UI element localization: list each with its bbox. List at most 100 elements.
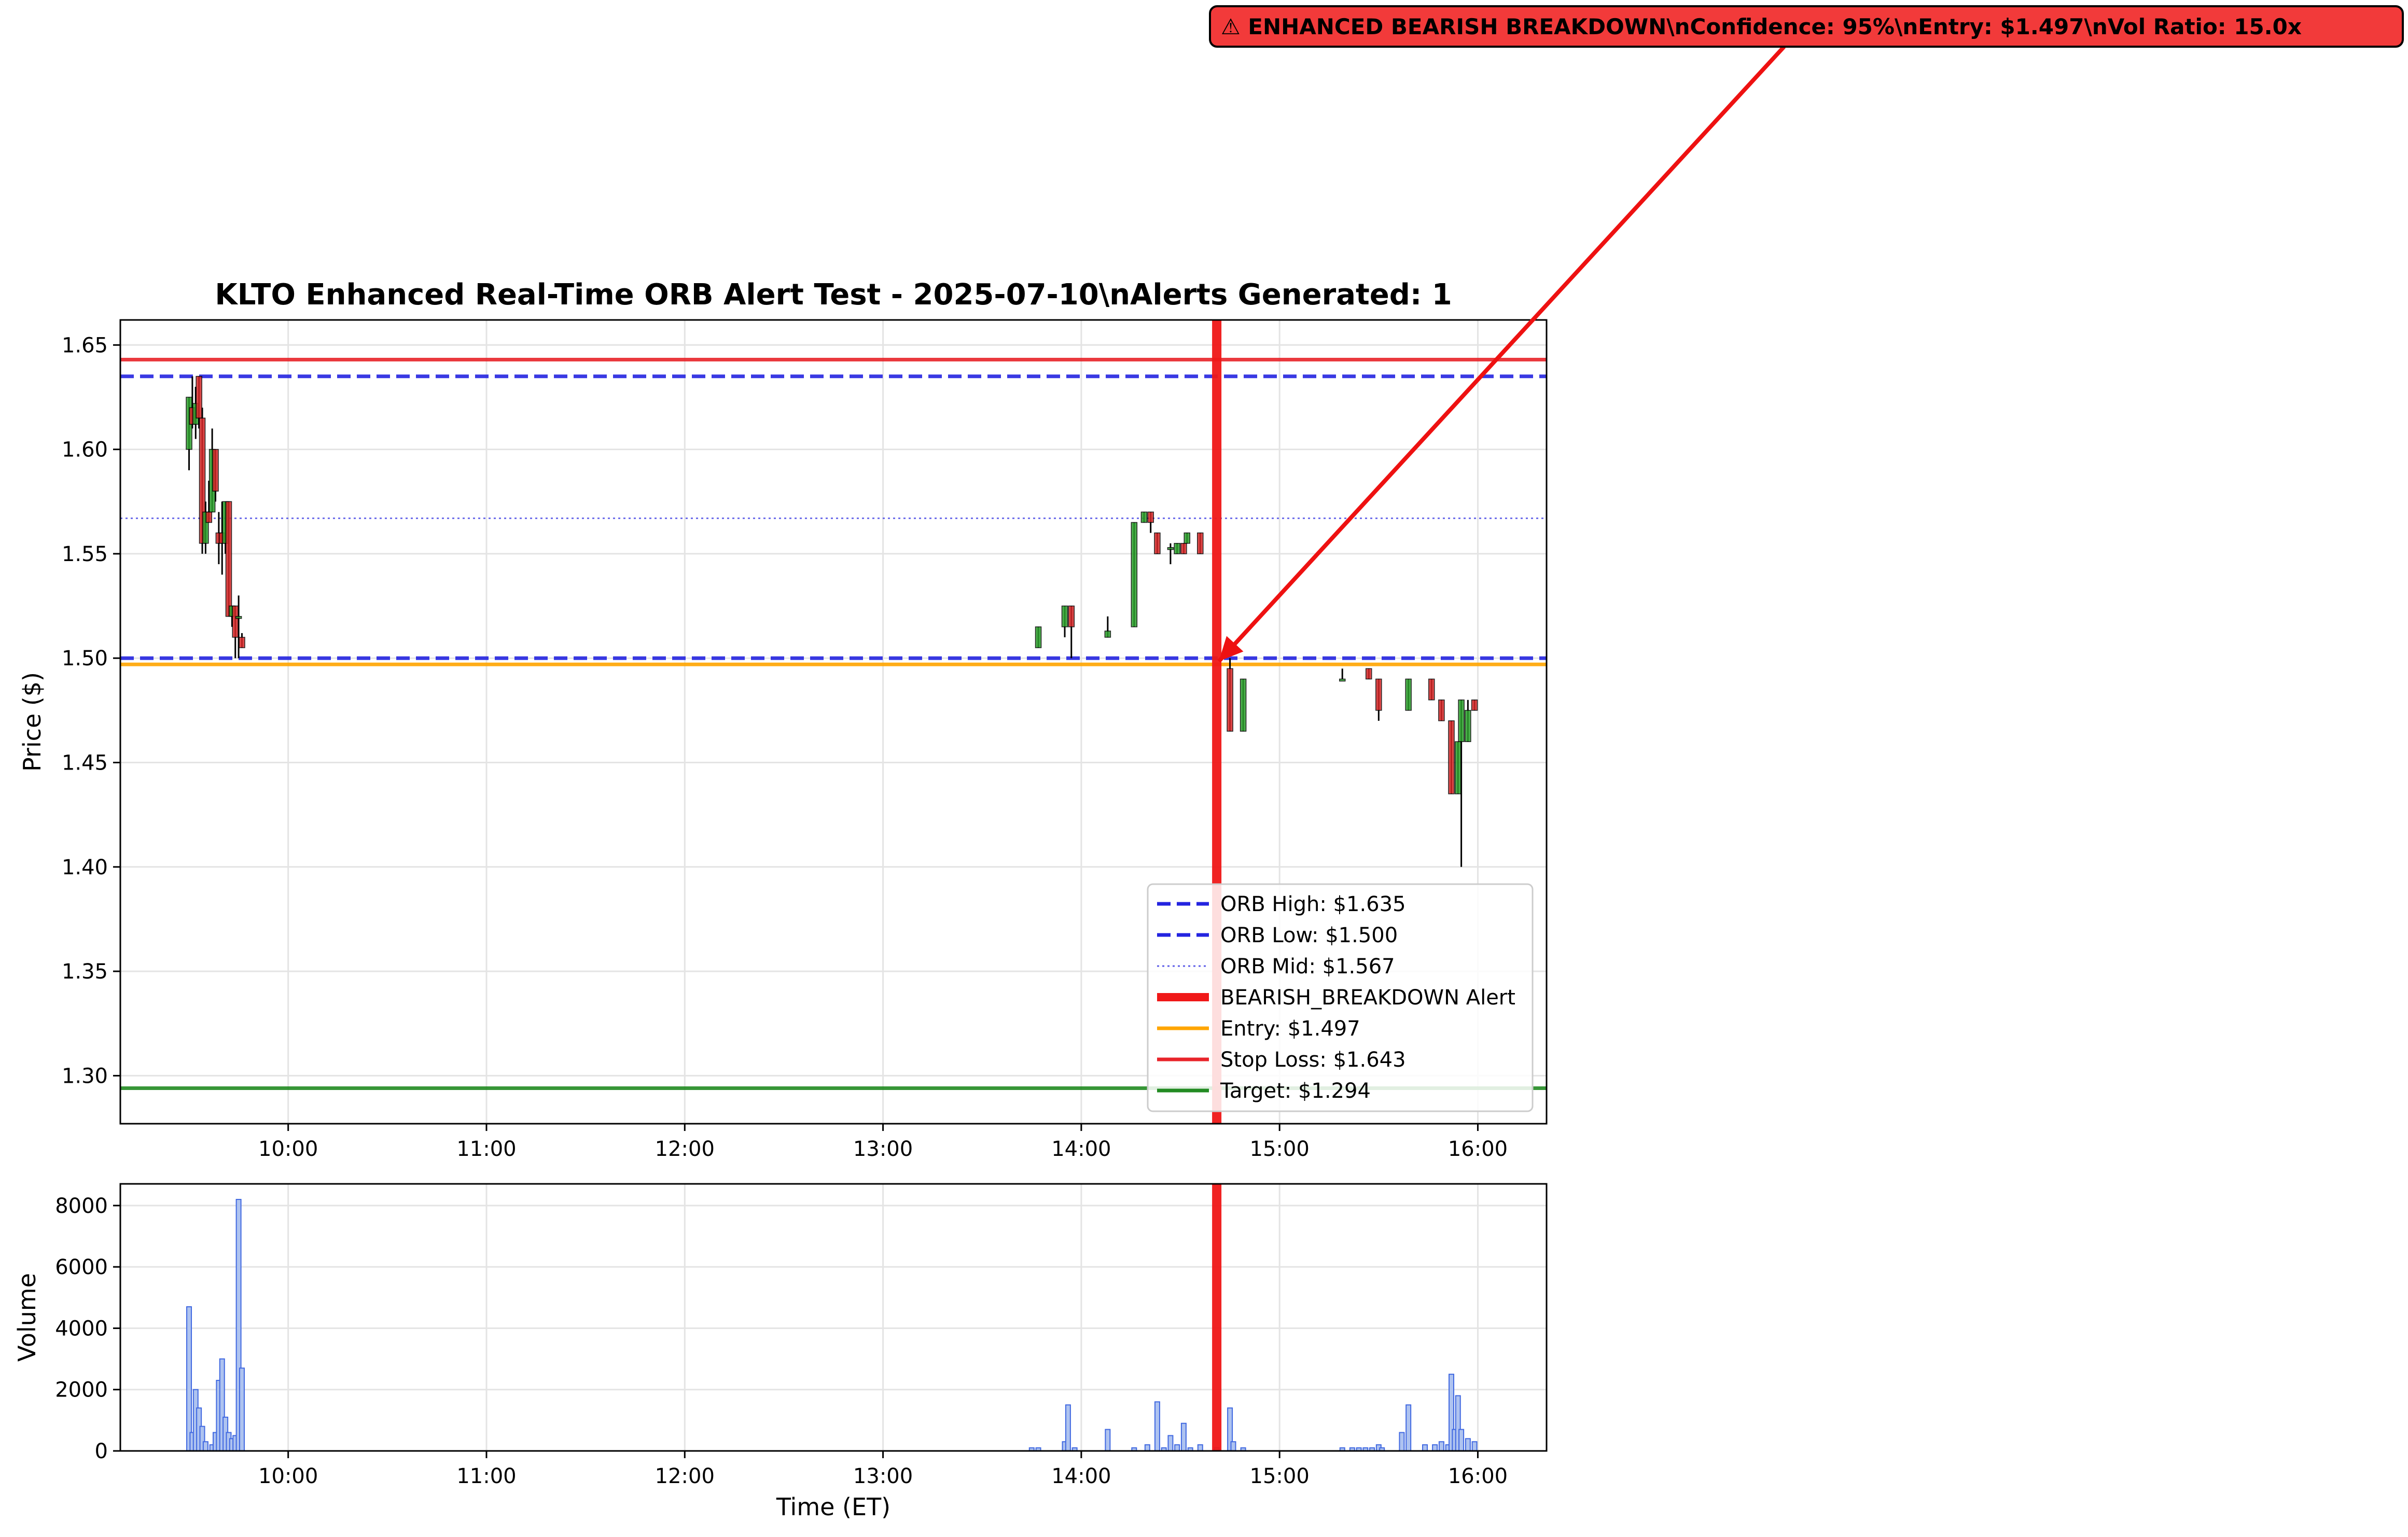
volume-bar <box>1187 1447 1193 1451</box>
volume-y-tick-label: 4000 <box>55 1317 108 1340</box>
volume-x-tick-label: 14:00 <box>1051 1464 1111 1488</box>
volume-y-tick-label: 8000 <box>55 1194 108 1218</box>
volume-bar <box>1455 1395 1461 1451</box>
candle-body <box>1448 720 1455 794</box>
volume-bar <box>1167 1435 1174 1451</box>
alert-annotation: ⚠ ENHANCED BEARISH BREAKDOWN\nConfidence… <box>1209 5 2404 48</box>
candle-body <box>205 511 213 523</box>
candle-body <box>1458 699 1465 742</box>
candle-body <box>1465 710 1471 742</box>
volume-x-tick-label: 10:00 <box>258 1464 318 1488</box>
volume-bar <box>202 1441 208 1451</box>
price-x-tick-label: 11:00 <box>456 1137 516 1161</box>
volume-bar <box>1465 1438 1471 1451</box>
volume-bar <box>1240 1447 1246 1451</box>
price-y-tick-label: 1.30 <box>62 1064 108 1088</box>
volume-x-tick-label: 15:00 <box>1250 1464 1310 1488</box>
legend-label: Stop Loss: $1.643 <box>1220 1048 1406 1072</box>
volume-bar <box>1071 1447 1078 1451</box>
candle-body <box>1131 522 1138 627</box>
candle-body <box>1471 699 1478 711</box>
volume-x-tick-label: 12:00 <box>655 1464 715 1488</box>
price-y-tick-label: 1.60 <box>62 438 108 462</box>
price-y-tick-label: 1.35 <box>62 960 108 984</box>
legend-label: Entry: $1.497 <box>1220 1017 1360 1041</box>
candle-body <box>1405 678 1412 711</box>
price-y-tick-label: 1.40 <box>62 856 108 879</box>
candle-body <box>1068 605 1075 627</box>
price-x-tick-label: 16:00 <box>1448 1137 1508 1161</box>
candles <box>186 375 1478 867</box>
candle-body <box>1174 543 1180 554</box>
price-x-tick-label: 14:00 <box>1051 1137 1111 1161</box>
candle-body <box>1154 532 1161 554</box>
legend-label: Target: $1.294 <box>1220 1079 1371 1103</box>
volume-y-tick-label: 6000 <box>55 1255 108 1279</box>
volume-bar <box>1458 1429 1465 1451</box>
volume-bar <box>1356 1447 1362 1451</box>
candle-body <box>1180 543 1187 554</box>
alert-annotation-text: ⚠ ENHANCED BEARISH BREAKDOWN\nConfidence… <box>1221 14 2302 39</box>
candle-body <box>1197 532 1204 554</box>
volume-bar <box>1432 1444 1438 1451</box>
volume-bar <box>1174 1444 1180 1451</box>
volume-bar <box>1028 1447 1035 1451</box>
candle-body <box>225 501 232 617</box>
price-x-tick-label: 12:00 <box>655 1137 715 1161</box>
candle-body <box>1140 511 1148 523</box>
candle-body <box>202 511 209 544</box>
candle-body <box>239 637 245 648</box>
volume-bar <box>1154 1401 1160 1451</box>
volume-bar <box>1065 1404 1071 1451</box>
price-y-tick-label: 1.65 <box>62 333 108 357</box>
candle-body <box>235 616 242 619</box>
volume-bar <box>1105 1429 1111 1451</box>
volume-bar <box>1405 1404 1412 1451</box>
volume-bar <box>1379 1447 1385 1451</box>
candle-body <box>1240 678 1247 732</box>
price-x-tick-label: 10:00 <box>258 1137 318 1161</box>
volume-bar <box>1369 1447 1375 1451</box>
alert-arrow-head <box>1219 636 1244 662</box>
volume-axis-label: Volume <box>13 1273 41 1362</box>
volume-bar <box>1438 1441 1444 1451</box>
volume-x-tick-label: 13:00 <box>853 1464 913 1488</box>
candle-body <box>1454 741 1461 794</box>
volume-bar <box>1349 1447 1355 1451</box>
candle-body <box>1104 631 1111 638</box>
volume-bar <box>1230 1441 1236 1451</box>
legend-label: ORB Low: $1.500 <box>1220 924 1398 947</box>
volume-y-tick-label: 2000 <box>55 1378 108 1402</box>
price-y-tick-label: 1.45 <box>62 751 108 775</box>
candle-body <box>1365 668 1372 680</box>
volume-x-tick-label: 16:00 <box>1448 1464 1508 1488</box>
price-y-tick-label: 1.50 <box>62 647 108 670</box>
alert-annotation-box <box>1209 5 2404 48</box>
candle-body <box>1147 511 1154 523</box>
time-axis-label: Time (ET) <box>776 1493 890 1521</box>
volume-bars <box>186 1199 1478 1451</box>
volume-y-tick-label: 0 <box>95 1440 108 1463</box>
price-axis-label: Price ($) <box>18 672 46 772</box>
volume-bar <box>1131 1447 1137 1451</box>
volume-x-tick-label: 11:00 <box>456 1464 516 1488</box>
volume-bar <box>1399 1432 1405 1451</box>
candle-body <box>1375 678 1382 711</box>
volume-bar <box>219 1358 225 1451</box>
volume-bar <box>1422 1444 1428 1451</box>
candle-body <box>199 417 206 544</box>
volume-bar <box>1144 1444 1150 1451</box>
chart-title: KLTO Enhanced Real-Time ORB Alert Test -… <box>215 278 1452 312</box>
legend: ORB High: $1.635 ORB Low: $1.500 ORB Mid: … <box>1147 883 1534 1112</box>
candle-body <box>1428 678 1435 701</box>
candle-body <box>1167 547 1174 550</box>
volume-axes-frame <box>119 1183 1548 1452</box>
volume-bar <box>239 1367 245 1451</box>
legend-label: BEARISH_BREAKDOWN Alert <box>1220 986 1515 1010</box>
candle-body <box>1227 668 1233 732</box>
candle-body <box>212 449 219 492</box>
volume-bar <box>235 1199 242 1451</box>
legend-label: ORB High: $1.635 <box>1220 892 1406 916</box>
